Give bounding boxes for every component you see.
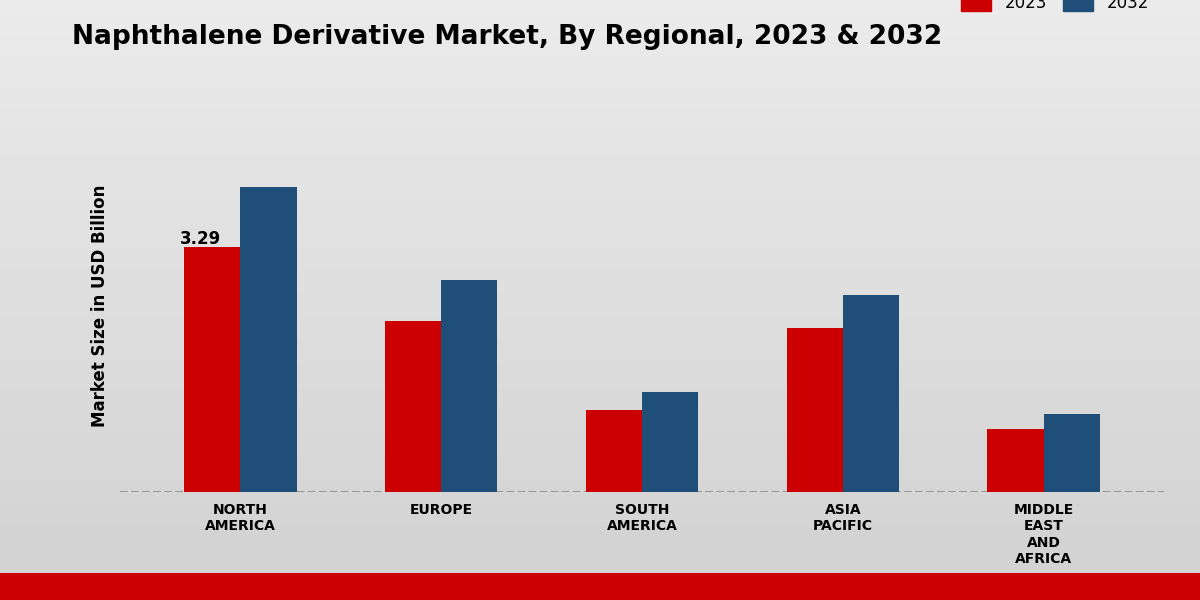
- Bar: [442, 280, 498, 492]
- Bar: [586, 410, 642, 492]
- Bar: [642, 392, 698, 492]
- Bar: [988, 429, 1044, 492]
- Bar: [0, 573, 1200, 600]
- Bar: [385, 321, 442, 492]
- Y-axis label: Market Size in USD Billion: Market Size in USD Billion: [91, 185, 109, 427]
- Bar: [185, 247, 240, 492]
- Bar: [1044, 414, 1099, 492]
- Legend: 2023, 2032: 2023, 2032: [954, 0, 1156, 19]
- Bar: [842, 295, 899, 492]
- Text: Naphthalene Derivative Market, By Regional, 2023 & 2032: Naphthalene Derivative Market, By Region…: [72, 24, 942, 50]
- Text: 3.29: 3.29: [180, 230, 222, 248]
- Bar: [240, 187, 296, 492]
- Bar: [786, 328, 842, 492]
